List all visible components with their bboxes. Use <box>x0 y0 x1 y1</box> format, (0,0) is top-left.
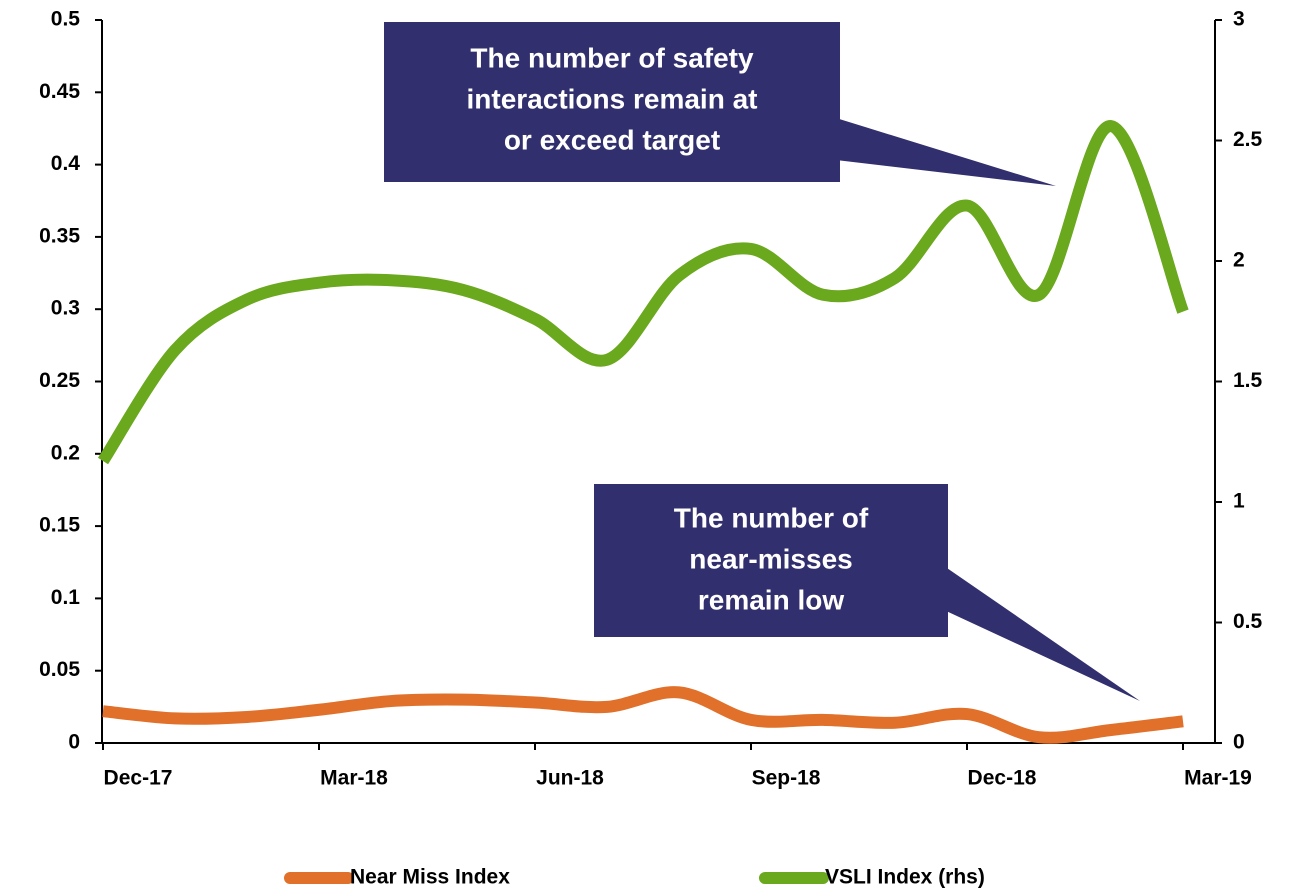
callout-pointer <box>944 566 1140 701</box>
y-tick-label: 0.25 <box>39 369 80 392</box>
y-tick-label: 0.4 <box>51 152 81 175</box>
y-tick-label: 0.2 <box>51 441 80 464</box>
y2-tick-label: 1.5 <box>1233 369 1263 392</box>
annotation-text: The number of safety <box>470 42 754 73</box>
legend-label: VSLI Index (rhs) <box>825 866 985 889</box>
annotation-text: or exceed target <box>504 124 720 155</box>
y2-tick-label: 0 <box>1233 731 1245 754</box>
y2-tick-label: 2 <box>1233 249 1245 272</box>
y-tick-label: 0.35 <box>39 224 80 247</box>
y2-tick-label: 0.5 <box>1233 610 1263 633</box>
y-tick-label: 0 <box>68 731 80 754</box>
x-tick-label: Dec-17 <box>104 767 173 790</box>
series-line <box>102 686 1184 744</box>
annotation-text: interactions remain at <box>467 83 758 114</box>
callout-pointer <box>836 118 1056 186</box>
x-tick-label: Sep-18 <box>752 767 821 790</box>
y-tick-label: 0.3 <box>51 297 80 320</box>
annotation-text: The number of <box>674 502 869 533</box>
legend-label: Near Miss Index <box>350 866 510 889</box>
x-tick-label: Jun-18 <box>536 767 604 790</box>
callout-box <box>594 484 948 637</box>
series-line <box>97 120 1189 465</box>
x-tick-label: Mar-19 <box>1184 767 1252 790</box>
annotation-text: remain low <box>698 584 844 615</box>
y-tick-label: 0.1 <box>51 586 81 609</box>
y2-tick-label: 3 <box>1233 8 1245 31</box>
x-tick-label: Dec-18 <box>968 767 1037 790</box>
y-tick-label: 0.05 <box>39 658 80 681</box>
y2-tick-label: 1 <box>1233 490 1245 513</box>
y2-tick-label: 2.5 <box>1233 128 1263 151</box>
y-tick-label: 0.45 <box>39 80 80 103</box>
y-tick-label: 0.5 <box>51 8 81 31</box>
x-tick-label: Mar-18 <box>320 767 388 790</box>
callout-box <box>384 22 840 182</box>
y-tick-label: 0.15 <box>39 514 80 537</box>
annotation-text: near-misses <box>689 543 852 574</box>
